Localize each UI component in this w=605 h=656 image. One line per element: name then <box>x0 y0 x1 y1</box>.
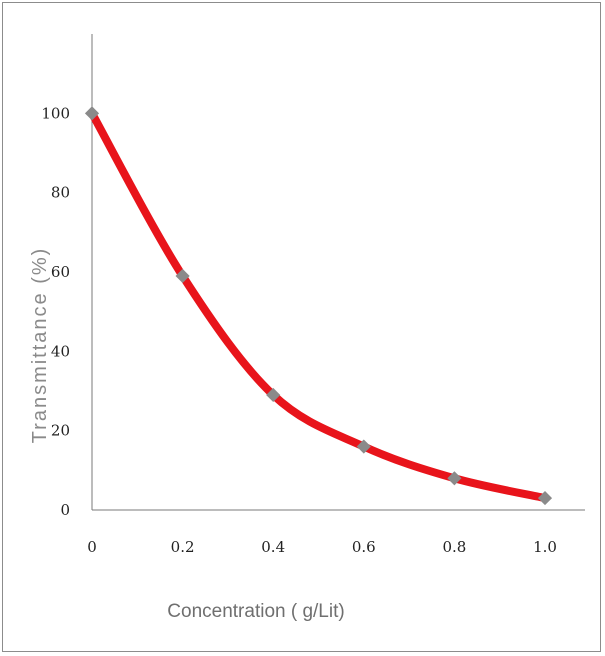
y-axis-label: Transmittance (%) <box>29 247 51 444</box>
y-tick-label: 100 <box>41 104 70 122</box>
x-tick-label: 0.6 <box>352 538 376 556</box>
data-point <box>175 268 190 284</box>
x-tick-label: 0.2 <box>171 538 195 556</box>
y-tick-label: 40 <box>51 342 70 360</box>
y-tick-label: 60 <box>51 263 70 281</box>
y-tick-label: 20 <box>51 422 70 440</box>
data-point <box>356 439 371 454</box>
data-point <box>447 471 462 486</box>
y-tick-label: 0 <box>60 501 70 519</box>
data-point <box>266 387 281 403</box>
x-tick-label: 1.0 <box>533 538 557 556</box>
y-tick-label: 80 <box>51 184 70 202</box>
data-point <box>537 491 553 506</box>
x-tick-label: 0.4 <box>261 538 285 556</box>
x-axis-label: Concentration ( g/Lit) <box>167 601 344 622</box>
x-tick-label: 0 <box>87 538 97 556</box>
transmittance-curve <box>88 109 549 503</box>
x-tick-label: 0.8 <box>442 538 466 556</box>
